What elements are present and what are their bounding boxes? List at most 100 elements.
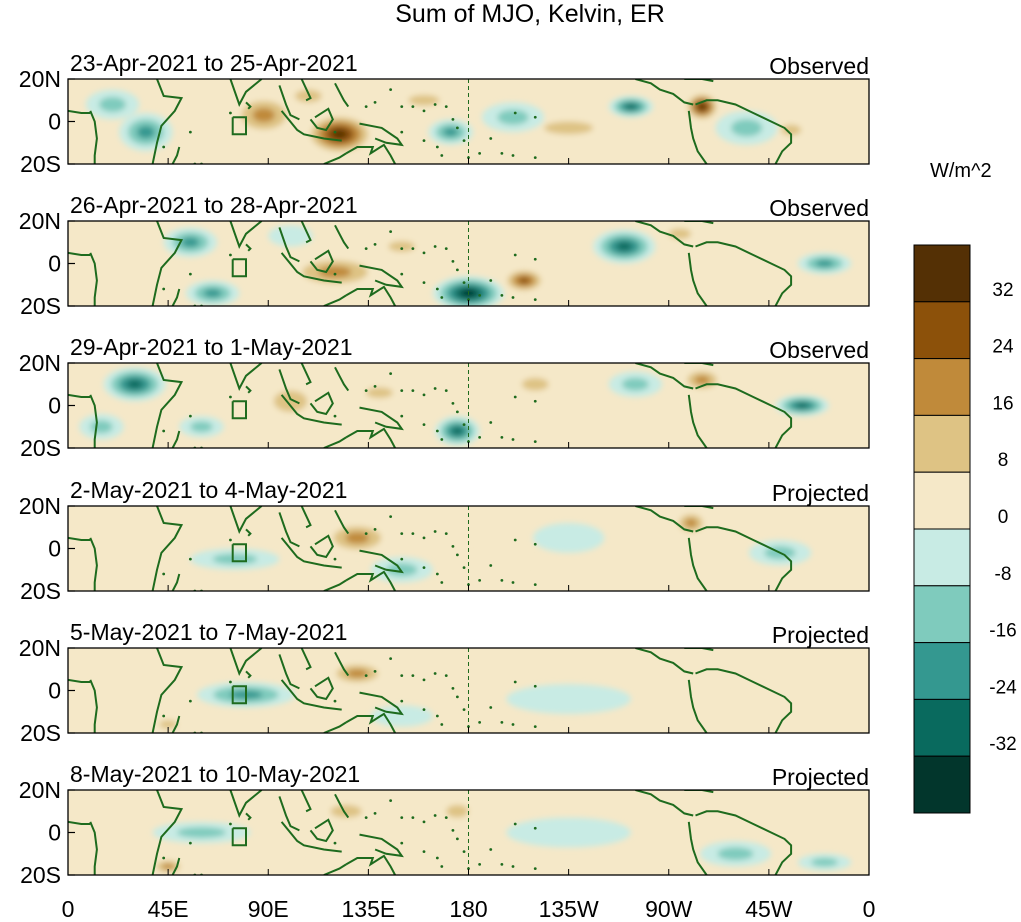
coastline-1 (151, 790, 184, 875)
anomaly-blob-11-level-2 (99, 97, 126, 112)
colorbar-swatch (913, 301, 971, 360)
coastline-17 (687, 394, 708, 448)
panel-period: 8-May-2021 to 10-May-2021 (70, 761, 360, 787)
anomaly-blob-9-level-2 (668, 228, 691, 240)
island-dot (422, 536, 426, 540)
anomaly-blob-10-level-2 (366, 387, 393, 399)
coastline-8 (280, 821, 342, 853)
island-dot (188, 841, 192, 845)
island-dot (489, 137, 493, 140)
coastline-7 (278, 512, 300, 548)
coastline-6 (245, 243, 252, 252)
island-dot (451, 686, 455, 690)
island-dot (373, 669, 377, 673)
coastline-1 (151, 79, 184, 164)
island-dot (462, 708, 466, 712)
coastlines (68, 221, 793, 306)
anomaly-blob-8-level-2 (446, 804, 469, 818)
island-dot (400, 414, 404, 418)
island-dot (489, 421, 493, 424)
island-dot (400, 841, 404, 845)
coastline-11 (334, 82, 350, 108)
island-dot (389, 515, 393, 519)
y-tick-label: 0 (48, 820, 61, 846)
panel-3: 20N 0 20S 29-Apr-2021 to 1-May-2021 Observed (19, 334, 870, 461)
coastline-4 (171, 288, 181, 306)
island-dot (500, 720, 504, 724)
island-dot (389, 88, 393, 92)
island-dot (162, 287, 166, 291)
island-dot (400, 247, 404, 251)
panel-5: 20N 0 20S 5-May-2021 to 7-May-2021 Projected (19, 619, 870, 746)
coastline-12 (359, 691, 404, 716)
island-dot (364, 816, 368, 820)
island-dot (513, 680, 517, 684)
coastline-7 (278, 796, 300, 832)
island-dot (229, 680, 232, 684)
island-dot (500, 578, 504, 582)
coastline-18 (684, 648, 714, 652)
coastline-16 (695, 668, 793, 733)
island-dot (513, 111, 517, 115)
colorbar-swatch (913, 755, 971, 814)
island-dot (229, 822, 232, 826)
coastline-9 (300, 79, 312, 102)
island-dot (188, 414, 192, 418)
island-dot (511, 865, 515, 868)
island-dot (500, 862, 504, 866)
coastlines (68, 790, 793, 875)
x-tick-label: 90W (645, 896, 693, 922)
panel-period: 5-May-2021 to 7-May-2021 (70, 619, 347, 645)
island-dot (489, 279, 493, 282)
y-tick-label: 20N (19, 208, 61, 234)
island-dot (511, 154, 515, 157)
anomaly-blob-2-level-2 (212, 553, 258, 565)
island-dot (400, 532, 404, 536)
anomaly-blob-10-level-3 (136, 125, 155, 139)
anomaly-blob-12-level-2 (497, 109, 529, 125)
anomaly-blob-4-level-1 (370, 705, 433, 727)
coastline-5 (229, 79, 263, 107)
colorbar-swatch (913, 642, 971, 700)
anomaly-blob-2-level-2 (330, 804, 362, 818)
y-tick-label: 20S (20, 578, 61, 604)
chart-title: Sum of MJO, Kelvin, ER (395, 0, 665, 28)
island-dot (400, 699, 404, 703)
island-dot (400, 557, 404, 561)
island-dot (444, 389, 448, 393)
anomaly-blob-7-level-1 (237, 847, 300, 869)
island-dot (162, 714, 166, 718)
y-tick-label: 20N (19, 777, 61, 803)
anomaly-blob-1-level-2 (177, 827, 226, 838)
colorbar-tick-label: -32 (989, 734, 1016, 755)
island-dot (188, 130, 192, 134)
island-dot (533, 298, 537, 302)
island-dot (451, 259, 455, 263)
x-tick-label: 0 (62, 896, 75, 922)
coastlines (68, 648, 793, 733)
anomaly-blob-7-level-1 (475, 546, 529, 572)
coastline-13 (345, 143, 396, 164)
anomaly-blob-8-level-5 (698, 103, 706, 110)
anomaly-blob-5-level-1 (506, 684, 631, 714)
anomaly-blob-7-level-3 (815, 259, 834, 268)
colorbar-units: W/m^2 (930, 160, 992, 182)
coastline-12 (359, 264, 404, 289)
island-dot (455, 126, 459, 130)
coastline-8 (280, 537, 342, 569)
y-tick-label: 0 (48, 678, 61, 704)
island-dot (188, 557, 192, 561)
island-dot (533, 156, 537, 160)
coastline-8 (280, 394, 342, 426)
island-dot (422, 109, 426, 113)
coastline-15 (635, 790, 694, 817)
island-dot (444, 532, 448, 536)
island-dot (389, 799, 393, 803)
island-dot (433, 103, 437, 106)
anomaly-blob-7-level-2 (159, 720, 178, 729)
y-tick-label: 0 (48, 393, 61, 419)
island-dot (511, 438, 515, 441)
panel-status: Observed (769, 337, 869, 363)
island-dot (533, 257, 537, 261)
anomaly-blob-4-level-3 (685, 518, 697, 528)
